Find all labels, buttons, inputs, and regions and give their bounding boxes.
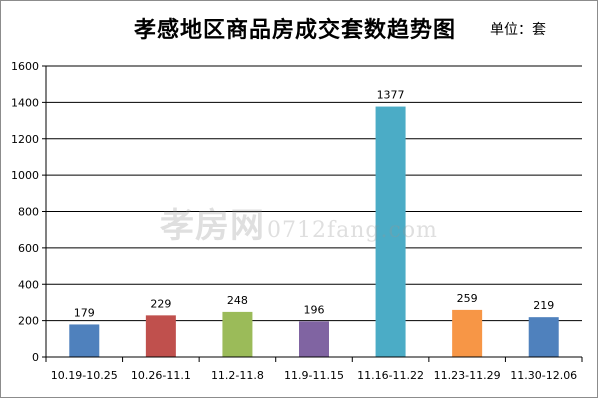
watermark: 孝房网0712fang.com bbox=[160, 198, 438, 247]
watermark-site: 0712fang.com bbox=[267, 218, 438, 243]
x-category-label: 10.26-11.1 bbox=[131, 369, 191, 382]
bar-10.19-10.25 bbox=[69, 324, 100, 357]
y-tick-label: 400 bbox=[18, 278, 39, 291]
bar-11.23-11.29 bbox=[452, 309, 483, 357]
x-axis-categories: 10.19-10.25 10.26-11.1 11.2-11.8 11.9-11.15… bbox=[51, 369, 577, 382]
unit-label: 单位：套 bbox=[490, 22, 546, 38]
y-axis-ticks: 0 200 400 600 800 1000 1200 1400 1600 bbox=[11, 60, 46, 364]
x-category-label: 11.9-11.15 bbox=[284, 369, 344, 382]
x-category-label: 11.23-11.29 bbox=[434, 369, 501, 382]
y-tick-label: 800 bbox=[18, 206, 39, 219]
data-label: 248 bbox=[227, 294, 248, 307]
data-label: 219 bbox=[533, 299, 554, 312]
y-tick-label: 1000 bbox=[11, 169, 39, 182]
x-category-label: 11.2-11.8 bbox=[211, 369, 264, 382]
bar-11.9-11.15 bbox=[299, 321, 329, 357]
chart-title: 孝感地区商品房成交套数趋势图 bbox=[133, 17, 456, 43]
bar-11.30-12.06 bbox=[528, 317, 559, 357]
data-labels: 179 229 248 196 1377 259 219 bbox=[74, 89, 554, 320]
bar-11.16-11.22 bbox=[375, 106, 406, 357]
gridlines bbox=[46, 65, 582, 322]
y-tick-label: 1600 bbox=[11, 60, 39, 73]
y-tick-label: 0 bbox=[32, 351, 39, 364]
x-category-label: 11.30-12.06 bbox=[510, 369, 577, 382]
data-label: 229 bbox=[150, 297, 171, 310]
axes bbox=[45, 66, 583, 362]
bar-11.2-11.8 bbox=[222, 311, 253, 357]
data-label: 179 bbox=[74, 306, 95, 319]
bar-10.26-11.1 bbox=[145, 315, 176, 357]
y-tick-label: 1200 bbox=[11, 133, 39, 146]
y-tick-label: 1400 bbox=[11, 96, 39, 109]
x-category-label: 10.19-10.25 bbox=[51, 369, 118, 382]
y-tick-label: 200 bbox=[18, 315, 39, 328]
y-tick-label: 600 bbox=[18, 242, 39, 255]
data-label: 1377 bbox=[377, 89, 405, 102]
data-label: 259 bbox=[457, 292, 478, 305]
data-label: 196 bbox=[304, 303, 325, 316]
x-category-label: 11.16-11.22 bbox=[357, 369, 424, 382]
bars bbox=[69, 106, 559, 357]
watermark-logo: 孝房网 bbox=[160, 206, 265, 246]
